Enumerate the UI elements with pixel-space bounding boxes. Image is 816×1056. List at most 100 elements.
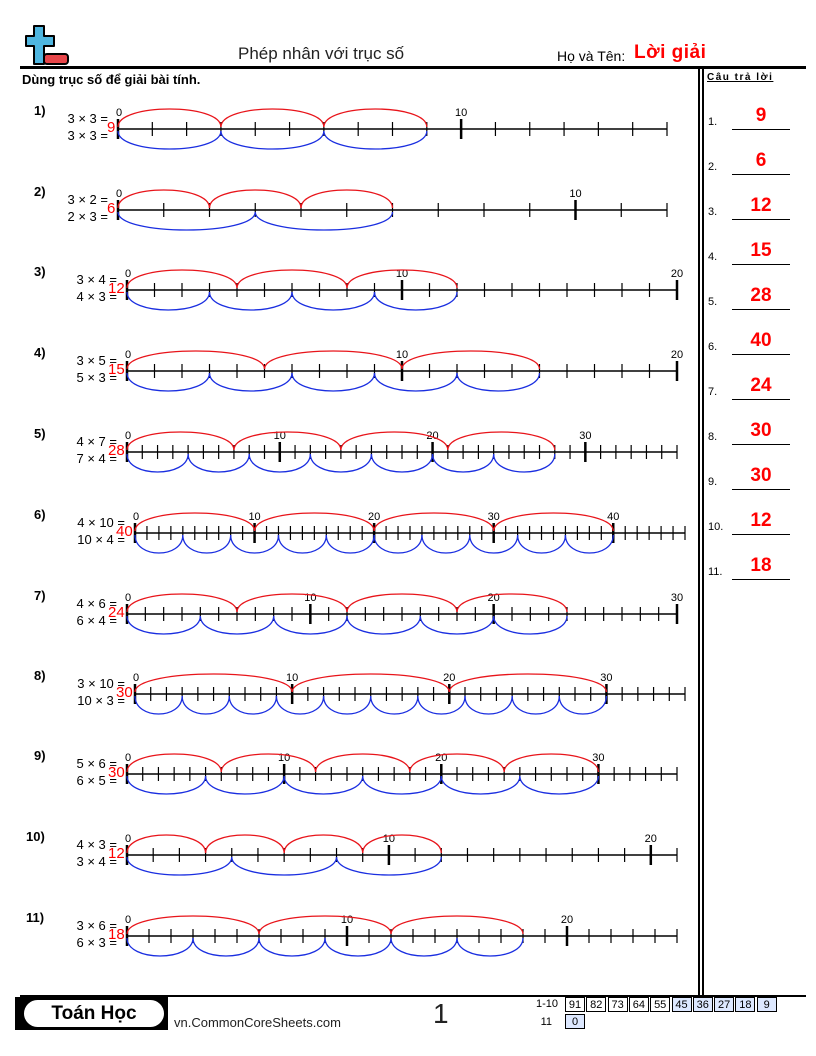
problem-number: 7) (34, 588, 46, 603)
number-line: 0 10 20 30 (125, 430, 678, 473)
problem-3: 0 10 20 3) 3 × 4 = 4 × 3 = 12 (0, 264, 698, 344)
svg-text:20: 20 (645, 833, 657, 845)
svg-text:30: 30 (600, 672, 612, 684)
svg-text:0: 0 (116, 188, 122, 200)
score-key-cell: 27 (714, 997, 735, 1012)
number-line: 0 10 20 30 40 (133, 511, 686, 554)
plus-minus-logo-icon (25, 25, 69, 65)
problem-10: 0 10 20 10) 4 × 3 = 3 × 4 = 12 (0, 829, 698, 909)
equation-1: 3 × 10 = (77, 676, 125, 691)
problem-answer: 6 (107, 200, 116, 217)
equation-1: 4 × 7 = (76, 434, 117, 449)
name-label: Họ và Tên: (557, 48, 626, 64)
answer-value[interactable]: 24 (750, 375, 772, 396)
svg-text:0: 0 (125, 592, 131, 604)
answer-blank-line (732, 579, 790, 580)
equation-1: 3 × 2 = (67, 192, 108, 207)
svg-text:30: 30 (592, 752, 604, 764)
svg-text:0: 0 (125, 833, 131, 845)
problem-number: 5) (34, 426, 46, 441)
answer-blank-line (732, 399, 790, 400)
answer-blank-line (732, 309, 790, 310)
equation-1: 4 × 3 = (76, 837, 117, 852)
answer-row: 7. 24 (708, 370, 798, 400)
answer-number: 3. (708, 206, 718, 218)
answer-number: 11. (708, 566, 723, 578)
answer-value[interactable]: 28 (750, 285, 772, 306)
answer-value[interactable]: 15 (750, 240, 772, 261)
answer-value[interactable]: 30 (750, 420, 772, 441)
answer-blank-line (732, 264, 790, 265)
problem-number: 8) (34, 668, 46, 683)
answer-row: 1. 9 (708, 100, 798, 130)
answer-number: 9. (708, 476, 718, 488)
number-line: 0 10 20 (125, 914, 678, 957)
answer-row: 6. 40 (708, 325, 798, 355)
svg-text:10: 10 (248, 511, 260, 523)
equation-1: 4 × 10 = (77, 515, 125, 530)
answer-value[interactable]: 12 (750, 510, 772, 531)
answer-row: 8. 30 (708, 415, 798, 445)
equation-2: 3 × 3 = (67, 128, 108, 143)
number-line: 0 10 (116, 188, 668, 231)
score-key-row2-label: 11 (540, 1016, 552, 1028)
problem-9: 0 10 20 30 9) 5 × 6 = 6 × 5 = 30 (0, 748, 698, 828)
footer-divider (20, 995, 806, 997)
answer-blank-line (732, 129, 790, 130)
answer-value[interactable]: 30 (750, 465, 772, 486)
problem-answer: 30 (108, 764, 125, 781)
site-url: vn.CommonCoreSheets.com (174, 1015, 341, 1030)
svg-text:20: 20 (561, 914, 573, 926)
answer-value[interactable]: 9 (755, 105, 767, 126)
answer-value[interactable]: 12 (750, 195, 772, 216)
answer-number: 6. (708, 341, 718, 353)
number-line: 0 10 20 (125, 268, 683, 311)
problem-1: 0 10 1) 3 × 3 = 3 × 3 = 9 (0, 103, 698, 183)
problem-answer: 12 (108, 280, 125, 297)
answer-row: 3. 12 (708, 190, 798, 220)
answer-number: 1. (708, 116, 718, 128)
problem-answer: 40 (116, 523, 133, 540)
problem-answer: 12 (108, 845, 125, 862)
svg-text:30: 30 (671, 592, 683, 604)
equation-1: 3 × 6 = (76, 918, 117, 933)
answer-value[interactable]: 18 (750, 555, 772, 576)
problem-number: 9) (34, 748, 46, 763)
score-key-cell: 45 (671, 997, 692, 1012)
answer-row: 2. 6 (708, 145, 798, 175)
svg-text:20: 20 (488, 592, 500, 604)
problem-answer: 28 (108, 442, 125, 459)
answer-column-divider (702, 68, 704, 996)
answer-value[interactable]: 40 (750, 330, 772, 351)
answer-blank-line (732, 354, 790, 355)
answer-blank-line (732, 219, 790, 220)
svg-text:30: 30 (488, 511, 500, 523)
equation-1: 3 × 4 = (76, 272, 117, 287)
problem-number: 6) (34, 507, 46, 522)
problem-answer: 9 (107, 119, 116, 136)
svg-text:20: 20 (671, 268, 683, 280)
problem-8: 0 10 20 30 8) 3 × 10 = 10 × 3 = 30 (0, 668, 698, 748)
equation-2: 4 × 3 = (76, 289, 117, 304)
svg-text:0: 0 (125, 430, 131, 442)
svg-text:10: 10 (396, 349, 408, 361)
equation-2: 7 × 4 = (76, 451, 117, 466)
answer-value[interactable]: 6 (755, 150, 767, 171)
score-key-cell: 36 (692, 997, 713, 1012)
answer-column-divider (698, 68, 700, 996)
svg-text:30: 30 (579, 430, 591, 442)
svg-text:10: 10 (396, 268, 408, 280)
equation-1: 3 × 3 = (67, 111, 108, 126)
score-key-cell: 9 (756, 997, 777, 1012)
score-key-cell: 91 (565, 997, 585, 1012)
svg-text:10: 10 (286, 672, 298, 684)
problem-4: 0 10 20 4) 3 × 5 = 5 × 3 = 15 (0, 345, 698, 425)
number-line: 0 10 20 30 (125, 592, 683, 635)
score-key-cell: 82 (586, 997, 607, 1012)
brand-pill (24, 1000, 164, 1027)
answer-number: 8. (708, 431, 718, 443)
problem-answer: 18 (108, 926, 125, 943)
problem-answer: 15 (108, 361, 125, 378)
answer-blank-line (732, 489, 790, 490)
number-line: 0 10 (116, 107, 668, 150)
